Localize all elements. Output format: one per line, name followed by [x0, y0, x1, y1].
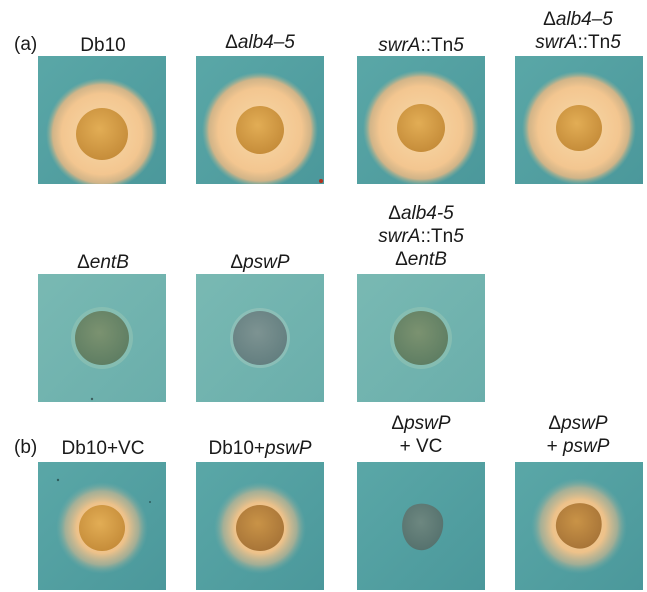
plate-alb45-swra-entb [357, 274, 485, 402]
label-db10-pswp: Db10+pswP [208, 438, 312, 459]
label-db10-vc: Db10+VC [61, 438, 145, 459]
label-entb: ΔentB [77, 252, 129, 273]
label-db10: Db10 [80, 35, 126, 56]
plate-pswp-pswp [515, 462, 643, 590]
plate-db10-pswp [196, 462, 324, 590]
plate-pswp [196, 274, 324, 402]
plate-pswp-vc [357, 462, 485, 590]
plate-db10 [38, 56, 166, 184]
label-pswp-pswp: ΔpswP + pswP [546, 413, 610, 457]
label-swra-tn5: swrA::Tn5 [378, 35, 464, 56]
plate-db10-vc [38, 462, 166, 590]
label-alb45-swra-tn5: Δalb4–5 swrA::Tn5 [535, 9, 621, 53]
plate-swra-tn5 [357, 56, 485, 184]
label-pswp: ΔpswP [230, 252, 290, 273]
label-pswp-vc: ΔpswP + VC [391, 413, 451, 457]
label-alb45: Δalb4–5 [225, 32, 295, 53]
panel-a-label: (a) [14, 34, 38, 55]
plate-entb [38, 274, 166, 402]
panel-b-label: (b) [14, 437, 38, 458]
plate-alb45-swra-tn5 [515, 56, 643, 184]
plate-alb45 [196, 56, 324, 184]
label-alb45-swra-entb: Δalb4-5 swrA::Tn5 ΔentB [378, 203, 464, 270]
